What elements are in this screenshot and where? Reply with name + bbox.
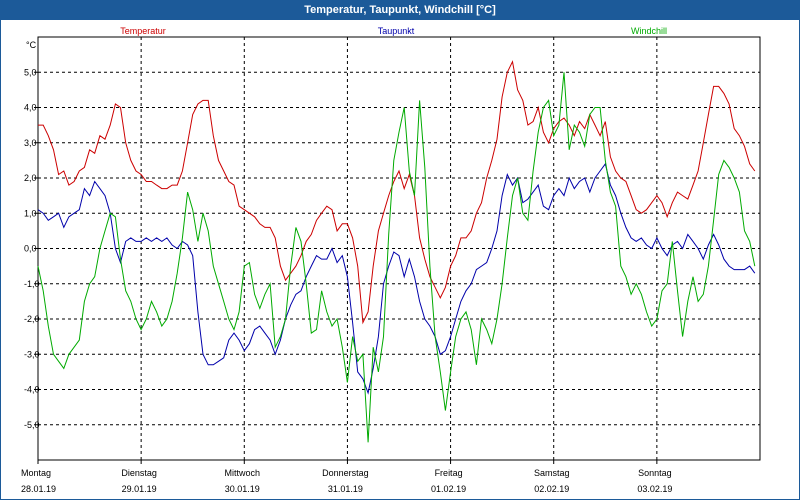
x-tick-label-date: 01.02.19 bbox=[431, 484, 466, 494]
x-tick-label-date: 03.02.19 bbox=[637, 484, 672, 494]
y-tick-label: -3,0 bbox=[24, 349, 40, 359]
series-line-taupunkt bbox=[37, 162, 756, 395]
x-tick-label-date: 02.02.19 bbox=[534, 484, 569, 494]
x-tick-label-day: Donnerstag bbox=[322, 468, 369, 478]
x-tick-label-day: Samstag bbox=[534, 468, 570, 478]
y-tick-label: -5,0 bbox=[24, 420, 40, 430]
legend-taupunkt: Taupunkt bbox=[378, 26, 415, 36]
x-tick-label-date: 28.01.19 bbox=[21, 484, 56, 494]
x-tick-label-date: 29.01.19 bbox=[122, 484, 157, 494]
y-tick-label: -1,0 bbox=[24, 279, 40, 289]
series-line-windchill bbox=[37, 72, 756, 443]
y-axis-unit: °C bbox=[26, 40, 37, 50]
y-tick-label: -4,0 bbox=[24, 385, 40, 395]
y-tick-label: 1,0 bbox=[24, 208, 37, 218]
x-tick-label-day: Montag bbox=[21, 468, 51, 478]
x-tick-label-day: Dienstag bbox=[121, 468, 157, 478]
legend-windchill: Windchill bbox=[631, 26, 667, 36]
x-tick-label-date: 31.01.19 bbox=[328, 484, 363, 494]
x-tick-label-day: Mittwoch bbox=[225, 468, 261, 478]
chart-title: Temperatur, Taupunkt, Windchill [°C] bbox=[1, 1, 799, 20]
y-tick-label: 2,0 bbox=[24, 173, 37, 183]
x-tick-label-day: Sonntag bbox=[638, 468, 672, 478]
series-line-temperatur bbox=[38, 60, 756, 325]
y-tick-label: 3,0 bbox=[24, 138, 37, 148]
y-tick-label: -2,0 bbox=[24, 314, 40, 324]
y-tick-label: 4,0 bbox=[24, 103, 37, 113]
y-tick-label: 5,0 bbox=[24, 67, 37, 77]
legend-temperatur: Temperatur bbox=[120, 26, 166, 36]
x-tick-label-day: Freitag bbox=[435, 468, 463, 478]
y-tick-label: 0,0 bbox=[24, 244, 37, 254]
x-tick-label-date: 30.01.19 bbox=[225, 484, 260, 494]
